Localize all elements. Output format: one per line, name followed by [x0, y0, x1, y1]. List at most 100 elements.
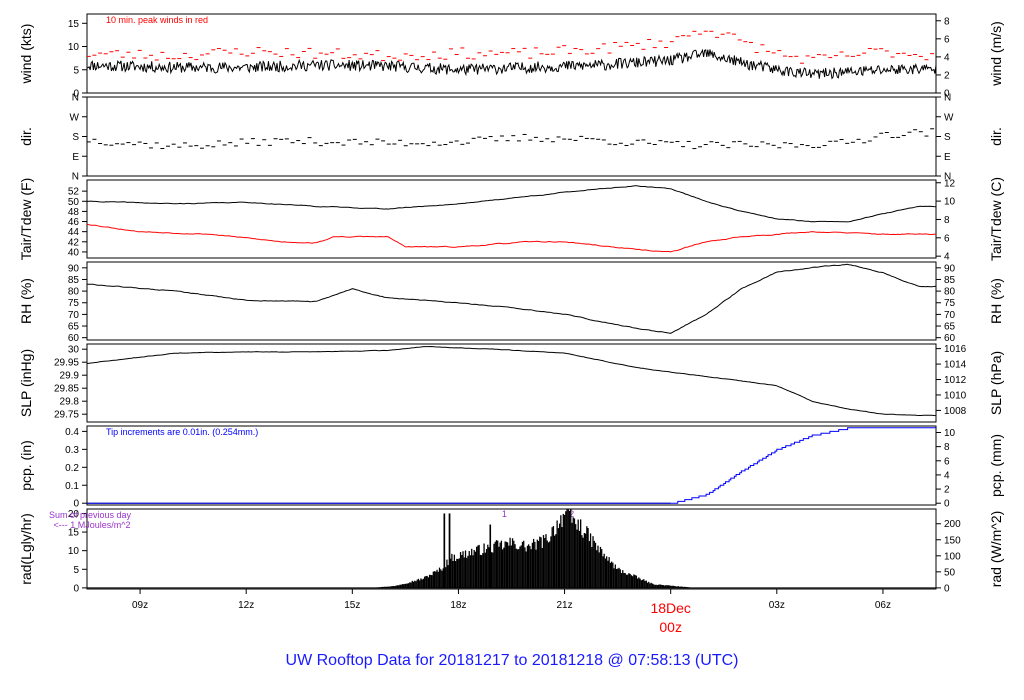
panel-series — [87, 30, 936, 80]
right-axis-label: pcp. (mm) — [988, 434, 1004, 497]
right-axis-label: Tair/Tdew (C) — [988, 177, 1004, 261]
right-axis-label: dir. — [988, 127, 1004, 146]
left-tick-label: 20 — [68, 509, 80, 520]
right-tick-label: 2 — [944, 70, 950, 81]
right-tick-label: 90 — [944, 263, 956, 274]
panel-wind: 0 5 10 15 0 2 4 6 8 wind (kts) wind (m/s) 10 min. p… — [18, 13, 1004, 100]
right-tick-label: 12 — [944, 178, 956, 189]
right-tick-label: 1010 — [944, 390, 967, 401]
right-tick-label: 4 — [944, 470, 950, 481]
left-tick-label: 85 — [68, 275, 80, 286]
left-tick-label: 50 — [68, 197, 80, 208]
time-tick-label: 18z — [450, 600, 466, 611]
left-tick-label: 75 — [68, 298, 80, 309]
left-tick-label: N — [72, 172, 79, 183]
left-tick-label: 15 — [68, 19, 80, 30]
left-tick-label: 5 — [73, 565, 79, 576]
right-axis-label: RH (%) — [988, 278, 1004, 324]
left-tick-label: 29.9 — [60, 371, 80, 382]
right-tick-label: E — [944, 152, 951, 163]
left-tick-label: 0 — [73, 89, 79, 100]
right-tick-label: 8 — [944, 442, 950, 453]
time-tick-label: 09z — [132, 600, 148, 611]
left-tick-label: 65 — [68, 322, 80, 333]
left-tick-label: 48 — [68, 207, 80, 218]
right-tick-label: 6 — [944, 456, 950, 467]
left-axis-label: dir. — [18, 127, 34, 146]
left-tick-label: 0.3 — [65, 445, 79, 456]
rad-marker: 1 — [502, 509, 507, 519]
right-tick-label: W — [944, 112, 954, 123]
panel-slp: 29.75 29.8 29.85 29.9 29.95 30 1008 1010 1012 101… — [18, 343, 1004, 423]
left-tick-label: 0.1 — [65, 481, 79, 492]
left-tick-label: 29.85 — [54, 384, 79, 395]
left-axis-label: RH (%) — [18, 278, 34, 324]
left-tick-label: 44 — [68, 227, 80, 238]
right-axis-label: wind (m/s) — [988, 21, 1004, 87]
left-tick-label: S — [72, 132, 79, 143]
right-tick-label: 85 — [944, 275, 956, 286]
time-tick-label: 03z — [769, 600, 785, 611]
right-tick-label: 150 — [944, 535, 961, 546]
right-tick-label: 1014 — [944, 360, 967, 371]
right-tick-label: 6 — [944, 233, 950, 244]
series-line-Tdew — [87, 223, 936, 253]
left-tick-label: 80 — [68, 287, 80, 298]
right-tick-label: 1012 — [944, 375, 967, 386]
left-axis-label: wind (kts) — [18, 24, 34, 85]
left-tick-label: 5 — [73, 65, 79, 76]
left-tick-label: 52 — [68, 187, 80, 198]
panel-frame — [86, 508, 937, 590]
time-tick-label: 12z — [238, 600, 254, 611]
left-axis-label: SLP (inHg) — [18, 349, 34, 417]
right-tick-label: 10 — [944, 428, 956, 439]
left-tick-label: 40 — [68, 247, 80, 258]
right-tick-label: 75 — [944, 298, 956, 309]
left-axis-label: pcp. (in) — [18, 440, 34, 491]
right-tick-label: 4 — [944, 52, 950, 63]
right-tick-label: S — [944, 132, 951, 143]
rad-marker: 2 — [569, 509, 574, 519]
series-step — [87, 427, 936, 504]
panel-frame — [86, 343, 937, 423]
right-tick-label: 10 — [944, 197, 956, 208]
date-marker-label-2: 00z — [659, 619, 682, 635]
right-tick-label: 200 — [944, 519, 961, 530]
series-line-0 — [87, 345, 936, 417]
series-line-Tair — [87, 185, 936, 223]
panel-annotation: 10 min. peak winds in red — [106, 15, 208, 25]
series-dashes — [87, 30, 935, 64]
left-tick-label: 42 — [68, 237, 80, 248]
time-axis: 09z 12z 15z 18z 21z 03z 06z 18Dec 00z — [132, 589, 891, 635]
right-tick-label: 50 — [944, 567, 956, 578]
right-tick-label: 0 — [944, 499, 950, 510]
panel-series — [87, 263, 936, 334]
chart-title: UW Rooftop Data for 20181217 to 20181218… — [286, 652, 739, 669]
left-tick-label: 0 — [73, 499, 79, 510]
right-tick-label: 60 — [944, 333, 956, 344]
left-tick-label: W — [70, 112, 80, 123]
left-axis-label: Tair/Tdew (F) — [18, 178, 34, 260]
panel-series — [87, 128, 935, 150]
time-tick-label: 15z — [344, 600, 360, 611]
time-tick-label: 21z — [557, 600, 573, 611]
left-tick-label: 10 — [68, 42, 80, 53]
right-tick-label: 0 — [944, 583, 950, 594]
panel-frame — [86, 179, 937, 259]
panel-frame — [86, 425, 937, 506]
series-dashes — [87, 128, 935, 150]
left-tick-label: 60 — [68, 333, 80, 344]
panel-frame — [86, 261, 937, 341]
panel-series — [87, 427, 936, 504]
left-tick-label: 30 — [68, 345, 80, 356]
left-tick-label: 10 — [68, 546, 80, 557]
left-tick-label: N — [72, 93, 79, 104]
right-tick-label: 6 — [944, 34, 950, 45]
panel-series — [87, 345, 936, 417]
